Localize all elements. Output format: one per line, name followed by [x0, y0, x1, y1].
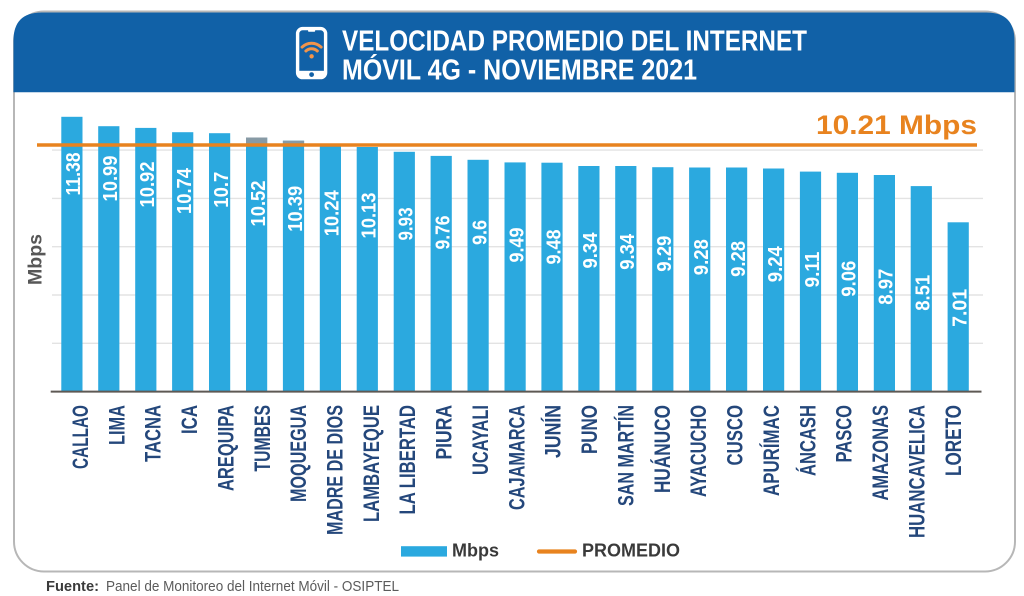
- svg-text:SAN MARTÍN: SAN MARTÍN: [613, 405, 638, 506]
- svg-text:CALLAO: CALLAO: [68, 405, 93, 469]
- svg-text:HUÁNUCO: HUÁNUCO: [650, 405, 675, 493]
- svg-text:Fuente:: Fuente:: [46, 579, 99, 595]
- svg-text:PROMEDIO: PROMEDIO: [582, 541, 680, 561]
- svg-text:CUSCO: CUSCO: [723, 405, 748, 466]
- svg-text:9.76: 9.76: [433, 216, 455, 250]
- svg-text:MÓVIL 4G - NOVIEMBRE 2021: MÓVIL 4G - NOVIEMBRE 2021: [342, 53, 697, 87]
- svg-text:10.24: 10.24: [322, 190, 344, 237]
- svg-text:9.28: 9.28: [691, 239, 713, 275]
- svg-text:9.28: 9.28: [728, 241, 750, 277]
- svg-text:9.29: 9.29: [654, 236, 676, 272]
- svg-text:AMAZONAS: AMAZONAS: [868, 405, 893, 501]
- svg-text:Mbps: Mbps: [452, 541, 499, 561]
- svg-text:9.6: 9.6: [469, 220, 491, 245]
- svg-text:LA LIBERTAD: LA LIBERTAD: [395, 405, 420, 515]
- svg-text:ÁNCASH: ÁNCASH: [795, 405, 820, 476]
- svg-text:Panel de Monitoreo del Interne: Panel de Monitoreo del Internet Móvil - …: [106, 579, 399, 595]
- svg-text:9.06: 9.06: [839, 261, 861, 297]
- svg-text:10.52: 10.52: [248, 181, 270, 227]
- svg-text:CAJAMARCA: CAJAMARCA: [504, 405, 529, 510]
- svg-text:AREQUIPA: AREQUIPA: [213, 405, 238, 491]
- svg-text:PUNO: PUNO: [577, 405, 602, 454]
- svg-text:8.97: 8.97: [876, 269, 898, 305]
- svg-text:10.39: 10.39: [285, 186, 307, 232]
- svg-text:9.34: 9.34: [617, 233, 639, 270]
- svg-text:9.11: 9.11: [802, 252, 824, 288]
- svg-text:LAMBAYEQUE: LAMBAYEQUE: [359, 405, 384, 522]
- svg-text:7.01: 7.01: [950, 289, 972, 327]
- svg-text:10.92: 10.92: [137, 162, 159, 208]
- svg-text:PASCO: PASCO: [832, 405, 857, 463]
- svg-text:9.24: 9.24: [765, 245, 787, 282]
- svg-text:ICA: ICA: [177, 405, 202, 434]
- svg-text:10.13: 10.13: [359, 193, 381, 239]
- svg-text:TUMBES: TUMBES: [250, 405, 275, 472]
- svg-text:LORETO: LORETO: [941, 405, 966, 476]
- svg-text:10.7: 10.7: [211, 172, 233, 208]
- svg-text:9.34: 9.34: [580, 232, 602, 269]
- svg-text:JUNÍN: JUNÍN: [541, 405, 566, 458]
- svg-text:PIURA: PIURA: [432, 405, 457, 460]
- svg-text:Mbps: Mbps: [25, 234, 46, 285]
- svg-text:MADRE DE DIOS: MADRE DE DIOS: [323, 405, 348, 535]
- svg-text:9.49: 9.49: [506, 228, 528, 263]
- svg-text:LIMA: LIMA: [104, 405, 129, 445]
- svg-text:8.51: 8.51: [913, 275, 935, 311]
- svg-text:AYACUCHO: AYACUCHO: [686, 405, 711, 497]
- svg-text:UCAYALI: UCAYALI: [468, 405, 493, 475]
- svg-text:HUANCAVELICA: HUANCAVELICA: [904, 405, 929, 538]
- svg-text:9.48: 9.48: [543, 230, 565, 265]
- svg-text:10.99: 10.99: [100, 156, 122, 202]
- svg-text:10.74: 10.74: [174, 167, 196, 214]
- svg-text:11.38: 11.38: [63, 153, 85, 196]
- svg-text:TACNA: TACNA: [141, 405, 166, 462]
- svg-text:MOQUEGUA: MOQUEGUA: [286, 405, 311, 502]
- svg-text:9.93: 9.93: [396, 208, 418, 241]
- svg-text:10.21 Mbps: 10.21 Mbps: [816, 110, 977, 140]
- svg-text:VELOCIDAD PROMEDIO DEL INTERNE: VELOCIDAD PROMEDIO DEL INTERNET: [342, 26, 807, 58]
- svg-text:APURÍMAC: APURÍMAC: [759, 405, 784, 496]
